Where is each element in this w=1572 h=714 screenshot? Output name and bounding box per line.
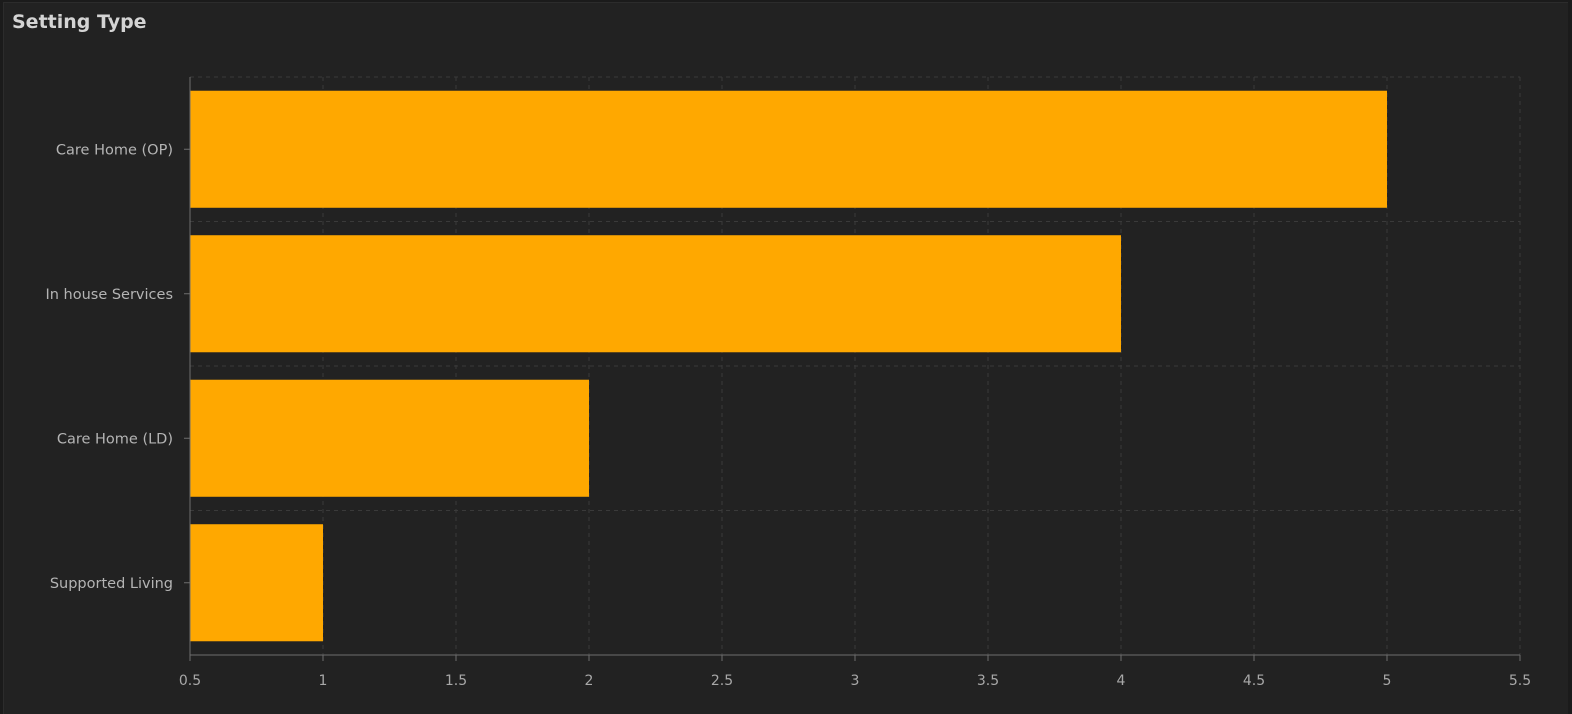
chart-title: Setting Type [12,11,147,33]
x-tick-label: 2.5 [711,673,733,689]
x-tick-label: 3 [851,673,860,689]
bars [190,90,1387,642]
x-tick-label: 3.5 [977,673,999,689]
x-tick-label: 5.5 [1509,673,1531,689]
x-tick-label: 4.5 [1243,673,1265,689]
y-category-label: Supported Living [50,576,173,592]
x-tick-label: 5 [1383,673,1392,689]
bar [190,90,1387,208]
bar [190,379,589,497]
x-tick-label: 1.5 [445,673,467,689]
axis-labels: 0.5 1 1.5 2 2.5 3 3.5 4 4.5 5 5.5 Care Home (OP) In … [45,142,1531,689]
x-tick-label: 2 [585,673,594,689]
x-tick-label: 4 [1117,673,1126,689]
bar [190,235,1121,353]
y-category-label: In house Services [45,287,173,303]
axes [184,77,1521,661]
x-tick-label: 1 [319,673,328,689]
y-category-label: Care Home (LD) [57,431,173,447]
bar [190,524,323,642]
x-tick-label: 0.5 [179,673,201,689]
y-category-label: Care Home (OP) [56,142,173,158]
